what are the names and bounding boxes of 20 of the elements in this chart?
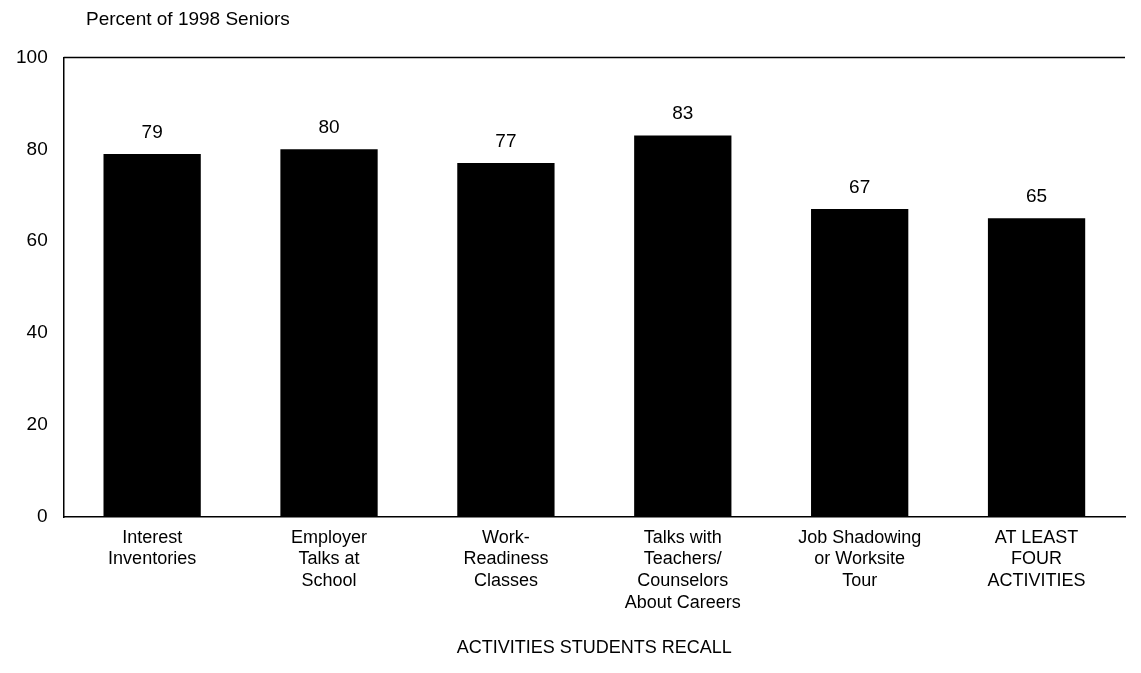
y-tick-label: 80 [26,137,48,159]
y-tick-label: 0 [37,505,48,527]
data-label: 80 [318,116,340,138]
x-tick-label: Interest Inventories [108,526,197,569]
data-label: 77 [495,129,517,151]
data-label: 79 [141,120,163,142]
x-axis-title: ACTIVITIES STUDENTS RECALL [456,637,732,658]
y-tick-label: 20 [26,413,48,435]
y-axis-title: Percent of 1998 Seniors [86,8,290,30]
data-label: 67 [849,175,871,197]
y-tick-label: 60 [26,229,48,251]
data-label: 65 [1025,184,1048,206]
x-tick-label: AT LEAST FOUR ACTIVITIES [987,526,1086,590]
x-tick-label: Work- Readiness Classes [463,526,549,590]
x-tick-label: Employer Talks at School [291,526,368,590]
y-tick-label: 40 [26,321,48,343]
data-label: 83 [672,102,694,124]
x-tick-label: Job Shadowing or Worksite Tour [798,526,922,590]
y-tick-label: 100 [16,45,48,67]
x-tick-label: Talks with Teachers/ Counselors About Careers [624,526,741,612]
